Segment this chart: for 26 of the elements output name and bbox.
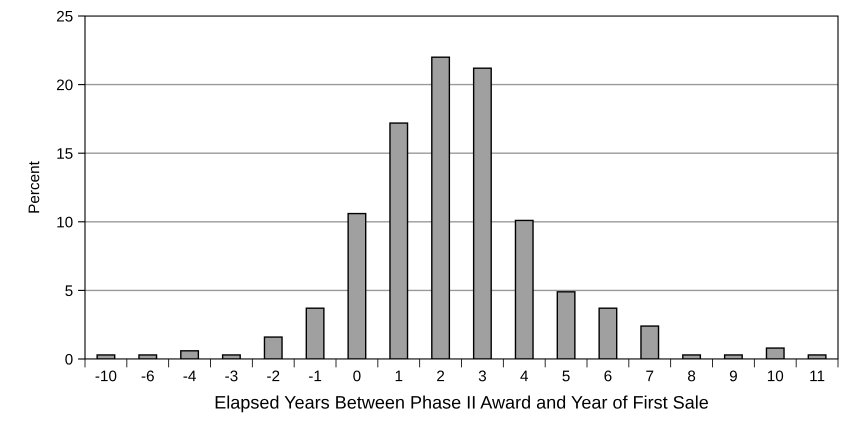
x-tick-label: 10 <box>768 370 784 382</box>
x-tick-label: 11 <box>810 370 824 382</box>
x-tick-label: 3 <box>478 370 486 382</box>
y-tick-label: 10 <box>57 216 73 228</box>
x-tick-label: 4 <box>520 370 528 382</box>
x-tick-label: 9 <box>730 370 737 382</box>
x-tick-label: 8 <box>688 370 696 382</box>
x-axis-title: Elapsed Years Between Phase II Award and Year of First Sale <box>216 395 708 412</box>
x-tick-label: 1 <box>396 370 402 382</box>
x-tick-label: -6 <box>142 370 154 382</box>
x-tick-label: 5 <box>562 370 570 382</box>
y-tick-label: 0 <box>65 354 73 365</box>
y-tick-label: 25 <box>56 10 73 22</box>
x-tick-label: 0 <box>353 370 361 382</box>
x-tick-label: 2 <box>437 370 444 382</box>
x-tick-label: -4 <box>183 370 196 382</box>
y-axis-title: Percent <box>28 161 40 213</box>
x-tick-label: 7 <box>646 370 654 382</box>
y-tick-label: 20 <box>56 79 73 90</box>
x-tick-label: -10 <box>96 370 116 382</box>
x-tick-label: -2 <box>267 370 280 382</box>
y-tick-label: 5 <box>65 285 73 296</box>
x-tick-label: -1 <box>308 370 322 382</box>
y-tick-label: 15 <box>57 148 73 159</box>
x-tick-label: -3 <box>225 370 238 382</box>
x-tick-label: 6 <box>604 370 612 382</box>
